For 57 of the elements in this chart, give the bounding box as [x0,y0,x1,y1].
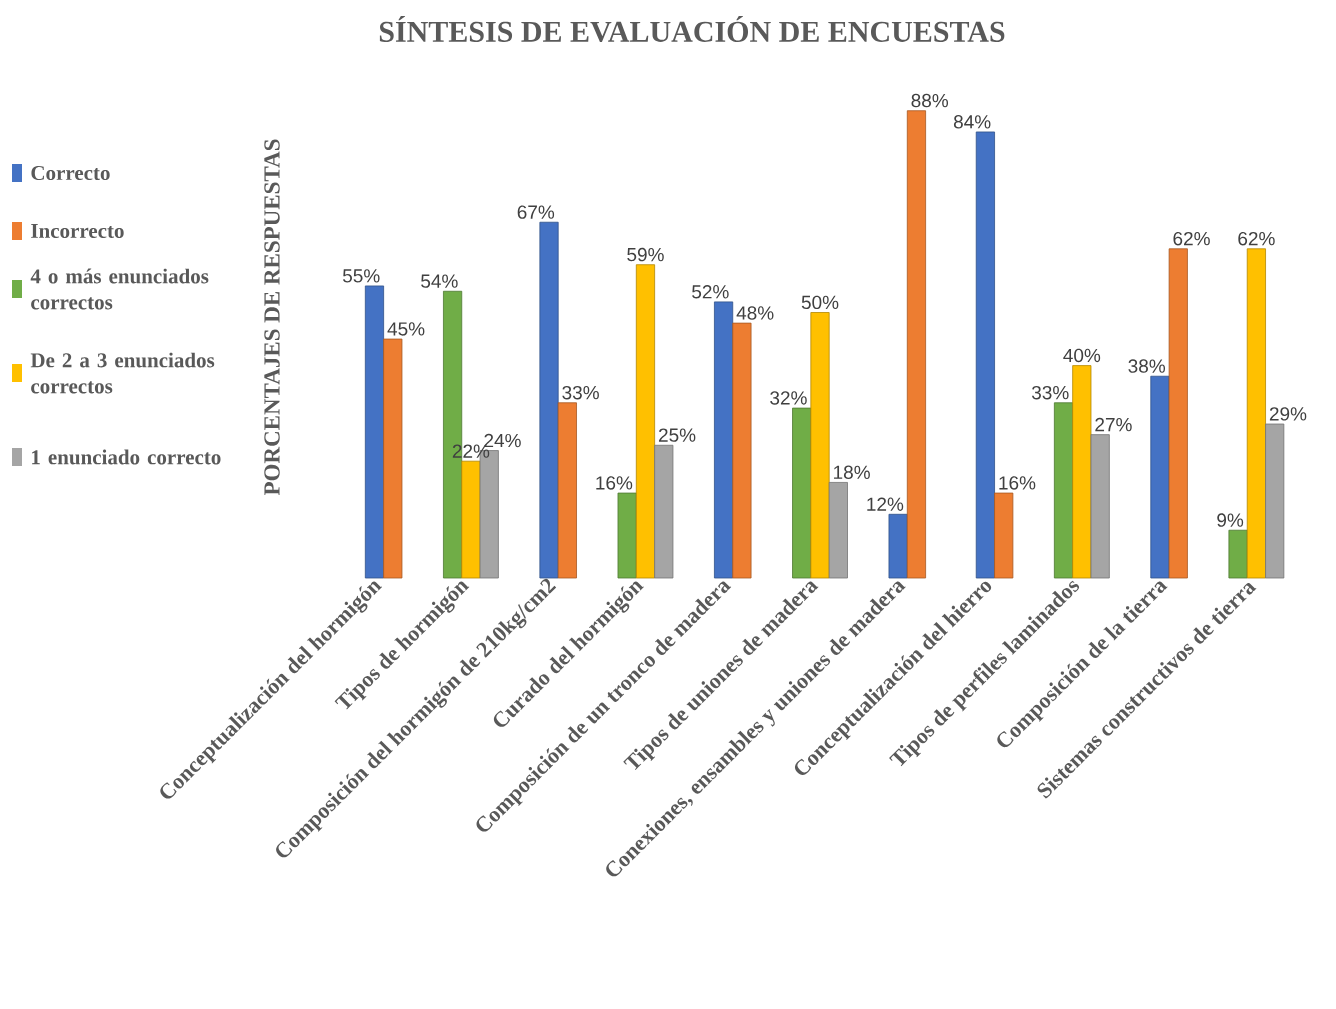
bar [994,492,1014,579]
bar [888,513,908,579]
data-label: 18% [834,465,870,480]
bar [1072,365,1092,579]
data-label: 84% [953,115,991,129]
data-label: 52% [692,285,729,299]
bar [1265,423,1285,579]
bar [792,407,812,579]
data-label: 62% [1173,231,1210,246]
data-label: 16% [999,476,1036,490]
bar [714,301,734,579]
bar [539,221,559,579]
bar [654,444,674,579]
bar [461,460,481,579]
data-label: 32% [770,391,807,405]
bar [1053,402,1074,579]
data-label: 62% [1238,231,1275,246]
legend-label: Incorrecto [31,224,124,238]
bar [557,402,577,579]
bar [617,492,637,579]
legend-label: De 2 a 3 enunciados correctos [30,352,215,394]
data-label: 38% [1128,359,1166,373]
bar [1246,248,1266,579]
data-label: 12% [867,497,904,511]
y-axis-title: PORCENTAJES DE RESPUESTAS [264,139,280,496]
bar [810,312,830,579]
data-label: 54% [421,274,458,288]
bar [635,264,656,579]
data-label: 55% [342,269,380,283]
legend-label: Correcto [31,165,110,181]
bar [1090,434,1110,579]
bar [1228,529,1248,579]
data-label: 59% [627,247,664,262]
bar [906,110,927,579]
data-label: 25% [658,428,696,442]
bar [1168,248,1188,579]
data-label: 88% [911,93,949,108]
data-label: 33% [562,385,599,400]
data-label: 29% [1269,407,1307,421]
data-label: 50% [801,295,839,310]
legend-label: 1 enunciado correcto [32,449,221,465]
data-label: 16% [596,476,633,490]
bar [383,338,403,579]
data-label: 27% [1095,417,1132,432]
data-label: 33% [1031,385,1069,400]
data-label: 67% [517,205,555,219]
bar [1150,375,1170,579]
data-label: 9% [1217,513,1244,527]
bar [828,482,848,579]
bar [364,285,385,579]
bar [975,131,995,579]
bar [732,322,752,579]
data-label: 48% [736,306,774,320]
chart-title: SÍNTESIS DE EVALUACIÓN DE ENCUESTAS [379,15,1005,43]
data-label: 45% [387,322,425,336]
legend-label: 4 o más enunciados correctos [30,268,209,310]
data-label: 40% [1063,348,1101,363]
